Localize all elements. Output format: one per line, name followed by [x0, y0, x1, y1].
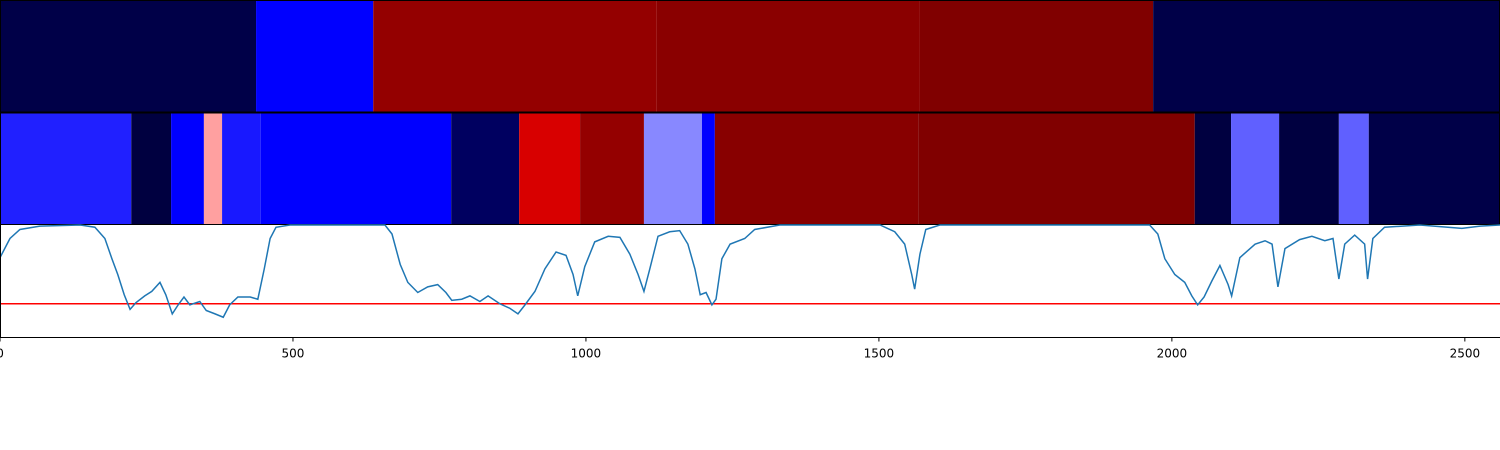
segment — [260, 112, 452, 225]
segment — [1231, 112, 1280, 225]
segment — [519, 112, 581, 225]
x-tick-label: 500 — [282, 347, 305, 361]
segment — [131, 112, 172, 225]
segment — [701, 112, 715, 225]
segment — [222, 112, 261, 225]
segment — [0, 0, 257, 113]
segment — [714, 112, 919, 225]
segment — [919, 0, 1154, 113]
segment — [256, 0, 374, 113]
segment — [1153, 0, 1500, 113]
x-tick-label: 1000 — [571, 347, 602, 361]
segment — [171, 112, 204, 225]
x-tick-label: 0 — [0, 347, 4, 361]
segment — [643, 112, 702, 225]
x-tick-label: 2000 — [1157, 347, 1188, 361]
segment — [1368, 112, 1500, 225]
segment — [918, 112, 1195, 225]
segment — [203, 112, 223, 225]
segment — [373, 0, 657, 113]
data-line — [0, 224, 1500, 319]
segment — [451, 112, 520, 225]
segment — [1279, 112, 1339, 225]
segment — [1194, 112, 1232, 225]
segment — [0, 112, 132, 225]
segment — [1338, 112, 1369, 225]
segment — [580, 112, 644, 225]
segment — [656, 0, 920, 113]
x-tick-label: 2500 — [1450, 347, 1481, 361]
x-tick-label: 1500 — [864, 347, 895, 361]
